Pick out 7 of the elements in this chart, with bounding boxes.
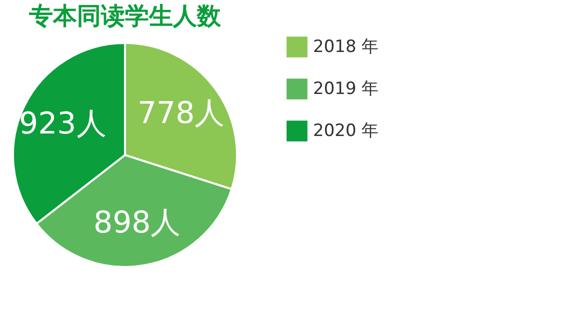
legend-label: 2018 年 — [313, 37, 379, 57]
data-label: 923人 — [18, 106, 106, 142]
data-label: 778人 — [137, 96, 225, 132]
data-label: 898人 — [93, 205, 181, 240]
legend-label: 2020 年 — [313, 121, 379, 141]
legend-label: 2019 年 — [313, 79, 379, 99]
chart-title: 专本同读学生人数 — [28, 2, 222, 30]
